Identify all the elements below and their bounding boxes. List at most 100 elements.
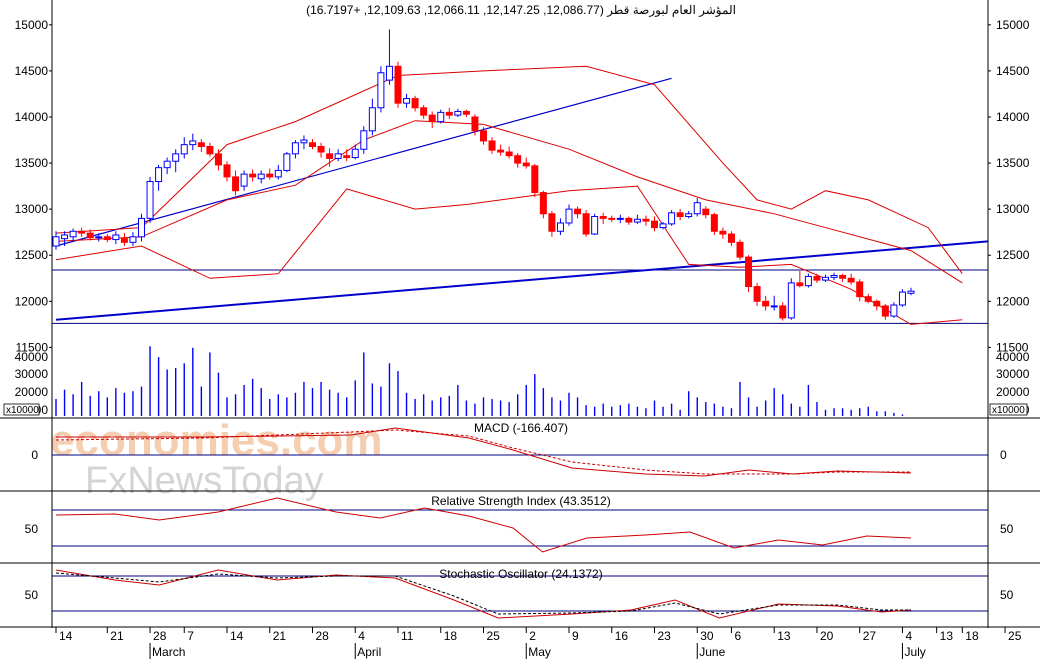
volume-multiplier-box-right [989,403,1028,416]
candle-body-17 [197,142,205,147]
day-label-16: 6 [734,629,741,643]
candle-body-22 [240,173,248,187]
price-tick-left-0: 11500 [16,340,49,354]
candle-body-36 [360,130,368,150]
candle-body-43 [420,107,428,116]
price-tick-left-7: 15000 [15,18,49,32]
candle-body-51 [488,140,496,151]
candle-body-13 [163,160,171,169]
candle-body-49 [471,116,479,132]
candle-body-7 [112,234,120,241]
price-tick-left-2: 12500 [15,248,49,262]
price-tick-right-3: 13000 [996,202,1030,216]
bollinger-middle-band [55,120,963,284]
candle-body-38 [377,72,385,109]
candle-body-50 [480,130,487,142]
stoch-tick-left: 50 [25,588,39,602]
candle-body-73 [676,212,684,218]
watermark: economies.com FxNewsToday [50,416,383,502]
candle-body-14 [172,153,180,162]
candle-body-42 [411,98,419,109]
day-label-13: 16 [615,629,629,643]
price-tick-right-4: 13500 [996,156,1030,170]
candle-body-53 [505,151,513,157]
bollinger-lower-band [55,185,963,325]
price-tick-right-0: 11500 [996,340,1029,354]
macd-tick-right: 0 [1000,448,1007,462]
candle-body-99 [898,291,906,306]
candle-body-25 [266,173,274,178]
rsi-label: Relative Strength Index (43.3512) [431,494,610,508]
candle-body-34 [343,155,351,159]
candle-body-52 [497,149,505,153]
candle-body-12 [155,167,163,182]
day-label-18: 20 [820,629,834,643]
candle-body-4 [86,232,94,239]
day-label-11: 2 [529,629,536,643]
macd-signal-line [55,429,911,475]
day-label-17: 13 [777,629,791,643]
day-label-5: 21 [273,629,287,643]
candle-body-2 [69,230,77,238]
day-label-6: 28 [316,629,330,643]
watermark-fxnewstoday: FxNewsToday [85,460,324,502]
candle-body-62 [582,213,590,235]
stoch-tick-right: 50 [1000,588,1014,602]
candle-body-6 [103,236,111,241]
volume-tick-right-1: 30000 [996,367,1030,381]
candle-body-97 [881,305,889,317]
candle-body-48 [462,110,470,115]
candle-body-74 [685,213,693,218]
price-tick-right-7: 15000 [996,18,1030,32]
candle-body-88 [804,275,812,287]
candle-body-41 [403,98,411,104]
trend-line-1 [55,240,989,321]
candle-body-40 [394,65,402,104]
candle-body-68 [633,218,641,223]
candle-body-27 [283,153,291,171]
candle-body-84 [770,305,778,308]
volume-multiplier-left: x10000 [6,405,39,416]
candle-body-77 [710,214,718,232]
candle-body-76 [702,208,710,216]
candle-body-93 [847,277,855,283]
bollinger-upper-band [55,65,963,274]
candle-body-69 [642,218,650,222]
candle-body-71 [659,223,667,229]
day-label-7: 4 [358,629,365,643]
candle-body-90 [822,276,829,281]
candle-body-39 [385,65,393,81]
candle-body-11 [146,181,154,219]
candle-body-58 [548,213,556,232]
candle-body-23 [249,173,257,178]
candle-body-66 [616,217,624,220]
candle-body-78 [719,230,727,235]
volume-tick-right-0: 40000 [996,350,1030,364]
candle-body-59 [556,222,564,232]
month-label-1: April [357,645,381,659]
candle-body-19 [214,153,222,166]
stoch-label: Stochastic Oscillator (24.1372) [439,567,602,581]
day-label-1: 21 [110,629,124,643]
macd-label: MACD (-166.407) [474,421,568,435]
candle-body-47 [454,110,462,116]
candle-body-85 [779,305,787,319]
volume-tick-left-0: 40000 [15,350,49,364]
price-tick-left-5: 14000 [15,110,49,124]
volume-multiplier-right: x10000 [992,405,1025,416]
candle-body-57 [539,192,547,215]
volume-tick-right-2: 20000 [996,385,1030,399]
candle-body-1 [61,234,69,240]
candle-body-72 [668,212,676,225]
candle-body-10 [138,217,145,238]
candle-body-96 [873,300,881,307]
macd-tick-left: 0 [31,448,38,462]
candle-body-8 [120,238,128,243]
index-name: المؤشر العام لبورصة قطر [606,3,736,17]
price-tick-right-1: 12000 [996,294,1030,308]
watermark-economies: economies.com [50,416,383,465]
candle-body-15 [180,144,188,155]
candle-body-87 [796,282,804,287]
month-label-3: June [699,645,725,659]
